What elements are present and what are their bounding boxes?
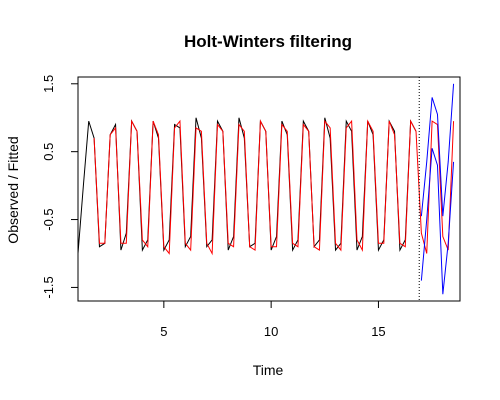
y-axis-label: Observed / Fitted: [5, 136, 21, 243]
chart-title: Holt-Winters filtering: [184, 32, 352, 51]
y-axis: -1.5 -0.5 0.5 1.5: [41, 75, 78, 299]
y-tick-label: 0.5: [41, 143, 56, 161]
series-layer: [77, 83, 455, 295]
y-tick-label: 1.5: [41, 75, 56, 93]
series-line-forecast-lower: [420, 148, 455, 295]
series-line-fitted: [93, 119, 455, 256]
plot-frame: [77, 76, 461, 302]
y-tick-label: -1.5: [41, 276, 56, 298]
x-tick-label: 15: [371, 324, 385, 339]
x-tick-label: 10: [264, 324, 278, 339]
y-tick-label: -0.5: [41, 208, 56, 230]
series-line-forecast-upper: [420, 83, 455, 217]
x-axis: 5 10 15: [160, 301, 386, 339]
x-tick-label: 5: [160, 324, 167, 339]
x-axis-label: Time: [253, 362, 284, 378]
